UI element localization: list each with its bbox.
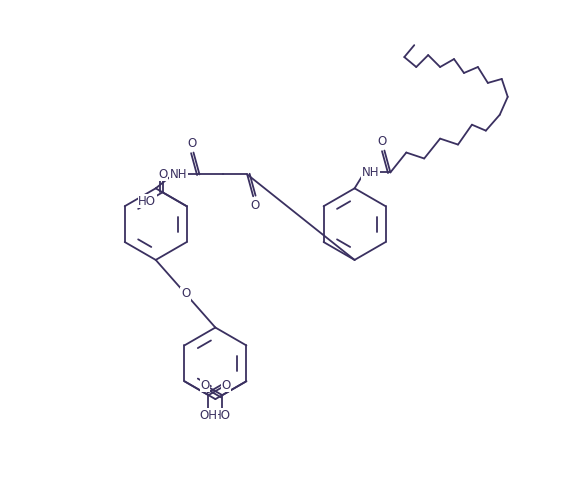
Text: NH: NH [362, 166, 379, 179]
Text: HO: HO [138, 195, 156, 208]
Text: OH: OH [199, 408, 217, 422]
Text: O: O [251, 199, 260, 212]
Text: O: O [378, 135, 387, 148]
Text: O: O [158, 168, 167, 181]
Text: NH: NH [170, 168, 187, 181]
Text: O: O [181, 287, 190, 300]
Text: O: O [200, 379, 209, 392]
Text: O: O [221, 379, 230, 392]
Text: O: O [187, 137, 196, 150]
Text: HO: HO [213, 408, 231, 422]
